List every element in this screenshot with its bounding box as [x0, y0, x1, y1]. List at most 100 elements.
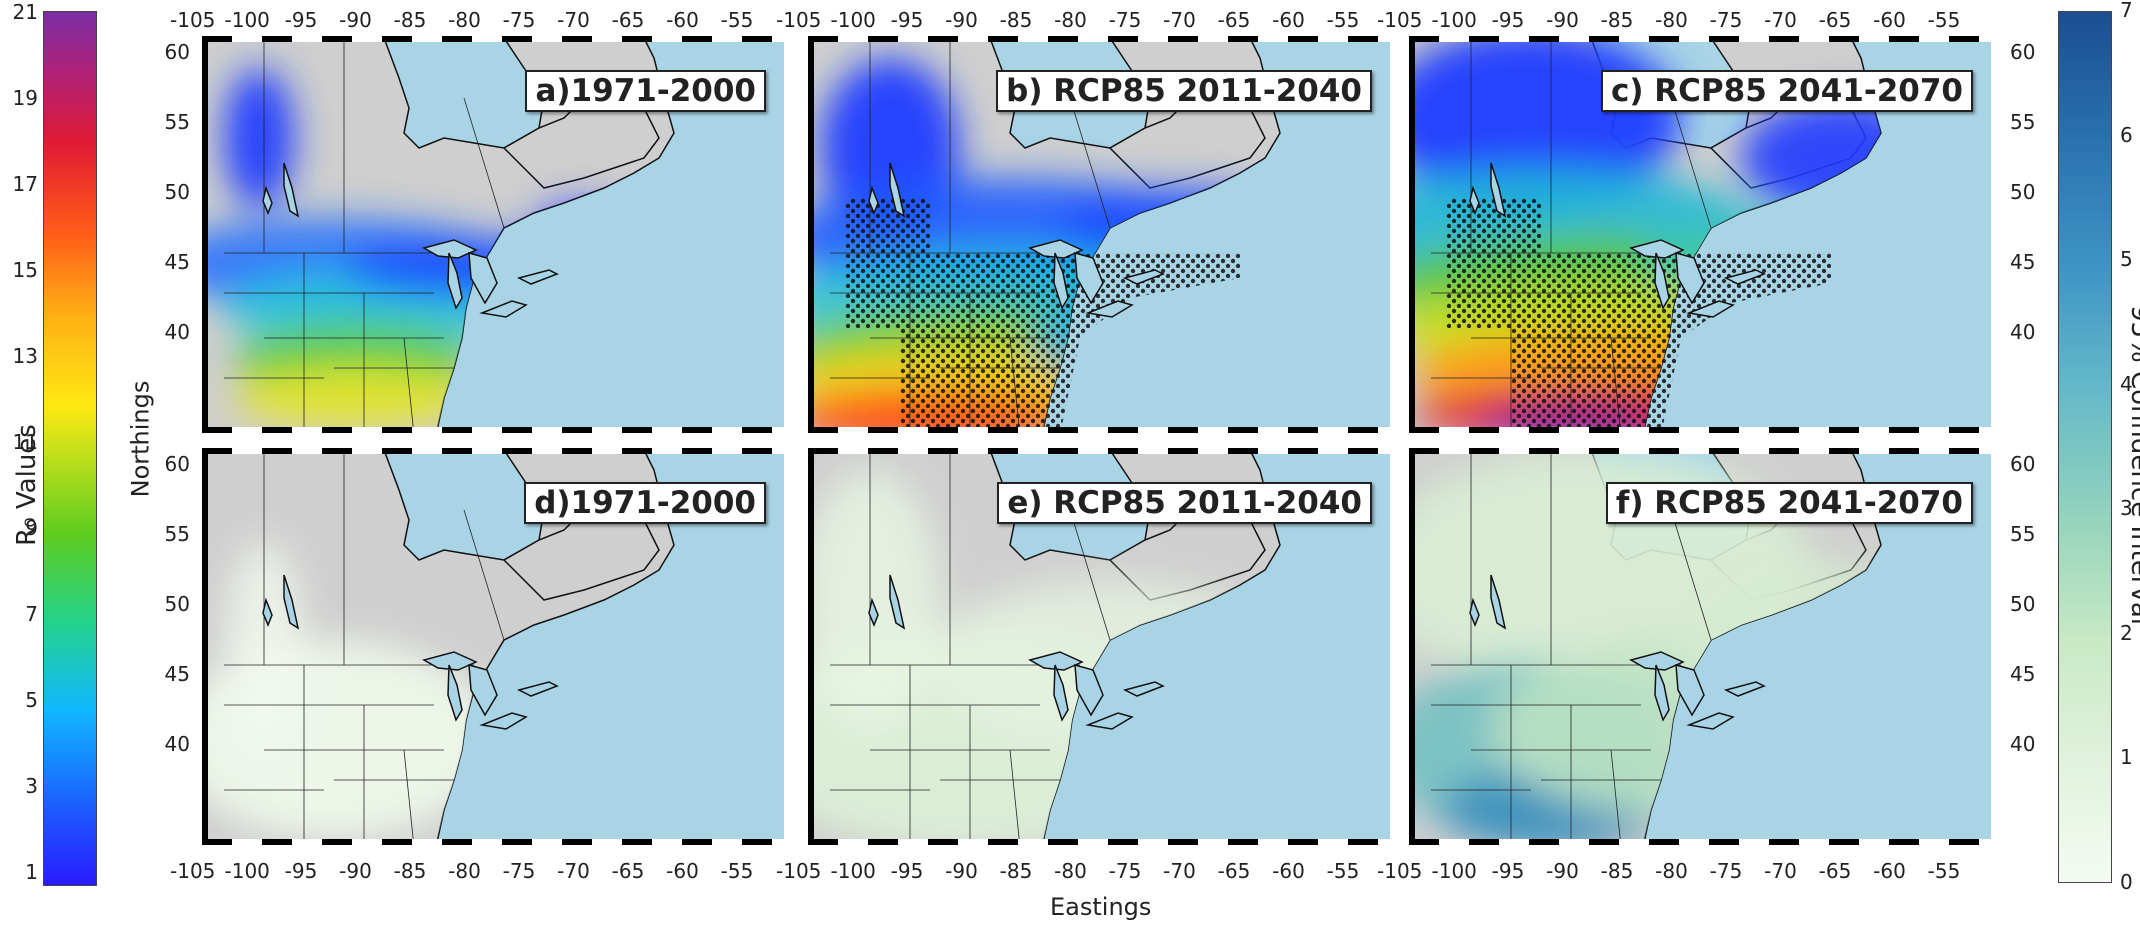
x-tick-label: -55	[1927, 8, 1961, 32]
ci-colorbar	[2058, 11, 2112, 883]
r0-colorbar-tick-label: 11	[12, 430, 38, 454]
y-tick-label: 40	[2010, 320, 2036, 344]
x-tick-label: -95	[284, 859, 318, 883]
ci-colorbar-tick-label: 7	[2120, 0, 2133, 22]
x-tick-label: -65	[1818, 859, 1852, 883]
y-tick-label: 55	[164, 522, 190, 546]
x-tick-label: -60	[666, 859, 699, 883]
y-tick-label: 45	[164, 250, 190, 274]
x-tick-label: -75	[502, 859, 536, 883]
x-tick-label: -75	[1108, 859, 1142, 883]
panel-label: d)1971-2000	[524, 482, 766, 524]
y-tick-label: 50	[164, 180, 190, 204]
x-tick-label: -105	[170, 8, 216, 32]
y-tick-label: 60	[164, 40, 190, 64]
x-tick-label: -70	[1163, 859, 1196, 883]
r0-colorbar-tick-label: 19	[12, 86, 38, 110]
ci-colorbar-tick-label: 4	[2120, 371, 2133, 396]
ci-colorbar-title: 95% Confidence Interval	[2125, 304, 2140, 626]
x-tick-label: -80	[1655, 8, 1688, 32]
x-tick-label: -95	[890, 859, 924, 883]
x-tick-label: -80	[448, 859, 481, 883]
ci-colorbar-tick-label: 0	[2120, 870, 2133, 894]
x-tick-label: -85	[999, 859, 1033, 883]
x-tick-label: -75	[1108, 8, 1142, 32]
x-tick-label: -105	[776, 859, 822, 883]
ci-colorbar-tick-label: 2	[2120, 620, 2133, 645]
x-tick-label: -105	[776, 8, 822, 32]
x-tick-label: -85	[1600, 859, 1634, 883]
y-tick-label: 60	[2010, 452, 2036, 476]
map-panel-4: d)1971-2000	[202, 448, 790, 845]
x-tick-label: -105	[1377, 859, 1423, 883]
x-tick-label: -85	[393, 8, 427, 32]
y-tick-label: 50	[2010, 592, 2036, 616]
panel-label: b) RCP85 2011-2040	[996, 70, 1372, 112]
x-tick-label: -70	[1764, 8, 1797, 32]
x-tick-label: -75	[1709, 8, 1743, 32]
r0-colorbar-tick-label: 21	[12, 0, 38, 24]
y-tick-label: 50	[2010, 180, 2036, 204]
r0-colorbar-tick-label: 17	[12, 172, 38, 196]
ci-colorbar-tick-label: 1	[2120, 745, 2133, 770]
r0-colorbar-tick-label: 15	[12, 258, 38, 282]
y-tick-label: 40	[2010, 732, 2036, 756]
x-tick-label: -65	[611, 8, 645, 32]
x-tick-label: -100	[830, 8, 876, 32]
r0-colorbar-tick-label: 3	[25, 774, 38, 798]
x-tick-label: -90	[339, 859, 372, 883]
map-panel-3: c) RCP85 2041-2070	[1409, 36, 1997, 433]
x-tick-label: -70	[1764, 859, 1797, 883]
map-panel-5: e) RCP85 2011-2040	[808, 448, 1396, 845]
x-tick-label: -65	[1217, 859, 1251, 883]
panel-label: e) RCP85 2011-2040	[997, 482, 1372, 524]
r0-colorbar	[43, 11, 97, 886]
x-tick-label: -55	[1927, 859, 1961, 883]
x-tick-label: -60	[1272, 859, 1305, 883]
x-tick-label: -55	[720, 8, 754, 32]
x-tick-label: -85	[1600, 8, 1634, 32]
x-tick-label: -55	[1326, 8, 1360, 32]
y-tick-label: 40	[164, 732, 190, 756]
x-tick-label: -105	[1377, 8, 1423, 32]
x-tick-label: -100	[1431, 8, 1477, 32]
map-panel-2: b) RCP85 2011-2040	[808, 36, 1396, 433]
panel-label: c) RCP85 2041-2070	[1600, 70, 1973, 112]
value-blob	[234, 368, 474, 428]
x-tick-label: -95	[890, 8, 924, 32]
y-tick-label: 55	[2010, 522, 2036, 546]
ci-colorbar-tick-label: 6	[2120, 122, 2133, 147]
x-tick-label: -55	[720, 859, 754, 883]
y-tick-label: 45	[164, 662, 190, 686]
y-axis-label: Northings	[126, 380, 155, 498]
x-tick-label: -80	[1054, 859, 1087, 883]
x-tick-label: -85	[999, 8, 1033, 32]
x-tick-label: -60	[666, 8, 699, 32]
x-tick-label: -100	[1431, 859, 1477, 883]
x-tick-label: -60	[1873, 8, 1906, 32]
x-tick-label: -80	[1054, 8, 1087, 32]
x-tick-label: -90	[945, 8, 978, 32]
y-tick-label: 60	[2010, 40, 2036, 64]
x-tick-label: -65	[1818, 8, 1852, 32]
y-tick-label: 40	[164, 320, 190, 344]
x-tick-label: -100	[830, 859, 876, 883]
r0-colorbar-tick-label: 13	[12, 344, 38, 368]
x-tick-label: -65	[611, 859, 645, 883]
r0-colorbar-tick-label: 9	[25, 516, 38, 540]
x-tick-label: -105	[170, 859, 216, 883]
x-tick-label: -75	[1709, 859, 1743, 883]
ci-colorbar-tick-label: 3	[2120, 496, 2133, 521]
x-tick-label: -90	[1546, 859, 1579, 883]
y-tick-label: 50	[164, 592, 190, 616]
y-tick-label: 60	[164, 452, 190, 476]
x-tick-label: -75	[502, 8, 536, 32]
x-tick-label: -90	[945, 859, 978, 883]
x-tick-label: -65	[1217, 8, 1251, 32]
x-tick-label: -70	[557, 8, 590, 32]
x-tick-label: -80	[1655, 859, 1688, 883]
x-tick-label: -100	[224, 859, 270, 883]
ci-colorbar-tick-label: 5	[2120, 247, 2133, 272]
map-panel-6: f) RCP85 2041-2070	[1409, 448, 1997, 845]
x-tick-label: -70	[1163, 8, 1196, 32]
